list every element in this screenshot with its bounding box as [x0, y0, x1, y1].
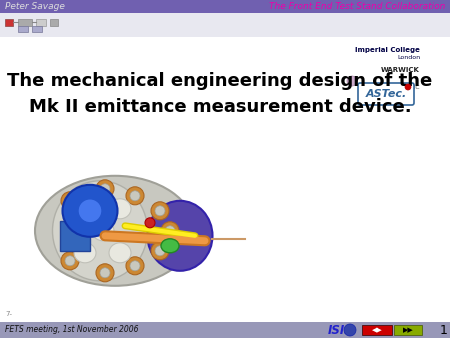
Circle shape [78, 199, 102, 223]
Text: The Front End Test Stand Collaboration: The Front End Test Stand Collaboration [269, 2, 445, 11]
Circle shape [96, 180, 114, 198]
Text: ▶▶: ▶▶ [403, 327, 414, 333]
Bar [60, 221, 90, 251]
FancyBboxPatch shape [358, 83, 414, 105]
Text: London: London [397, 55, 420, 60]
Circle shape [126, 187, 144, 205]
Bar [0, 0, 450, 13]
Bar [18, 19, 32, 25]
Ellipse shape [74, 243, 96, 263]
Circle shape [405, 84, 411, 90]
Text: ISIS: ISIS [328, 323, 354, 337]
Circle shape [130, 191, 140, 201]
Circle shape [155, 246, 165, 256]
Ellipse shape [109, 243, 131, 263]
Bar [394, 325, 422, 335]
Circle shape [155, 206, 165, 216]
Circle shape [165, 226, 175, 236]
Text: Peter Savage: Peter Savage [5, 2, 65, 11]
Ellipse shape [74, 199, 96, 219]
Bar [362, 325, 392, 335]
Circle shape [61, 252, 79, 270]
Bar [5, 19, 13, 25]
Text: 7-: 7- [5, 311, 12, 317]
Bar [50, 19, 58, 25]
Circle shape [100, 268, 110, 278]
Circle shape [161, 222, 179, 240]
Text: CCLRC: CCLRC [400, 85, 420, 90]
Circle shape [151, 202, 169, 220]
Circle shape [65, 196, 75, 206]
Bar [32, 26, 42, 32]
Ellipse shape [35, 176, 195, 286]
Text: 1: 1 [440, 323, 448, 337]
Ellipse shape [92, 221, 114, 241]
Circle shape [65, 256, 75, 266]
Bar [18, 26, 28, 32]
Circle shape [151, 242, 169, 260]
Circle shape [126, 257, 144, 275]
Circle shape [145, 218, 155, 228]
Circle shape [347, 76, 357, 86]
Circle shape [130, 261, 140, 271]
Bar [0, 13, 450, 37]
Ellipse shape [63, 185, 117, 237]
Bar [0, 37, 450, 322]
Ellipse shape [109, 199, 131, 219]
Bar [0, 322, 450, 338]
Text: ASTec.: ASTec. [365, 89, 407, 99]
Text: Imperial College: Imperial College [355, 47, 420, 53]
Ellipse shape [161, 239, 179, 253]
Text: The mechanical engineering design of the
Mk II emittance measurement device.: The mechanical engineering design of the… [7, 72, 432, 116]
Circle shape [61, 192, 79, 210]
Circle shape [96, 264, 114, 282]
Ellipse shape [53, 181, 148, 281]
Text: WARWICK: WARWICK [381, 67, 420, 73]
Ellipse shape [148, 201, 212, 271]
Bar [36, 19, 46, 25]
Text: FETS meeting, 1st November 2006: FETS meeting, 1st November 2006 [5, 325, 139, 335]
Circle shape [100, 184, 110, 194]
Circle shape [344, 324, 356, 336]
Text: ◀▶: ◀▶ [372, 327, 382, 333]
